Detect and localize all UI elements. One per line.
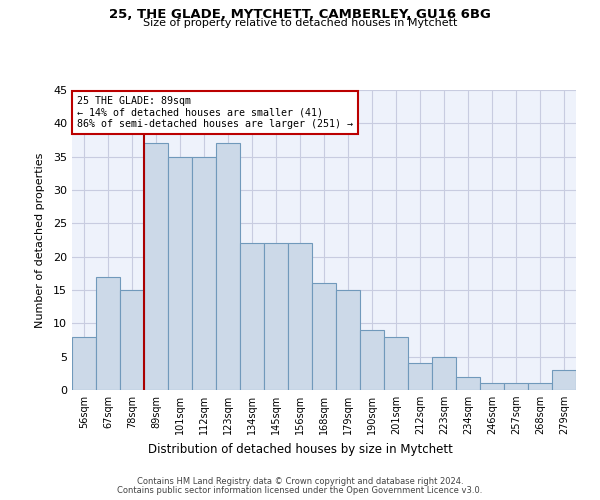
Text: Contains HM Land Registry data © Crown copyright and database right 2024.: Contains HM Land Registry data © Crown c…: [137, 478, 463, 486]
Bar: [144, 144, 168, 390]
Text: Distribution of detached houses by size in Mytchett: Distribution of detached houses by size …: [148, 442, 452, 456]
Bar: [120, 290, 144, 390]
Bar: [336, 290, 360, 390]
Text: Size of property relative to detached houses in Mytchett: Size of property relative to detached ho…: [143, 18, 457, 28]
Bar: [288, 244, 312, 390]
Bar: [432, 356, 456, 390]
Bar: [480, 384, 504, 390]
Bar: [192, 156, 216, 390]
Bar: [312, 284, 336, 390]
Y-axis label: Number of detached properties: Number of detached properties: [35, 152, 44, 328]
Bar: [72, 336, 96, 390]
Bar: [264, 244, 288, 390]
Bar: [168, 156, 192, 390]
Text: 25, THE GLADE, MYTCHETT, CAMBERLEY, GU16 6BG: 25, THE GLADE, MYTCHETT, CAMBERLEY, GU16…: [109, 8, 491, 20]
Text: 25 THE GLADE: 89sqm
← 14% of detached houses are smaller (41)
86% of semi-detach: 25 THE GLADE: 89sqm ← 14% of detached ho…: [77, 96, 353, 129]
Bar: [408, 364, 432, 390]
Bar: [240, 244, 264, 390]
Bar: [552, 370, 576, 390]
Bar: [96, 276, 120, 390]
Text: Contains public sector information licensed under the Open Government Licence v3: Contains public sector information licen…: [118, 486, 482, 495]
Bar: [360, 330, 384, 390]
Bar: [456, 376, 480, 390]
Bar: [216, 144, 240, 390]
Bar: [504, 384, 528, 390]
Bar: [528, 384, 552, 390]
Bar: [384, 336, 408, 390]
